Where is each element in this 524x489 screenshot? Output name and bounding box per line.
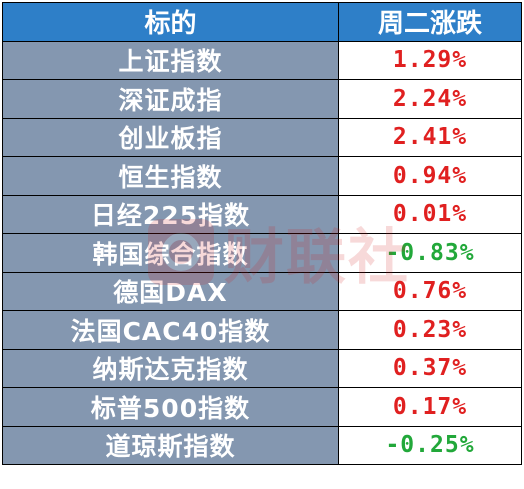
index-change: -0.83% — [338, 233, 522, 273]
index-change: 0.37% — [338, 348, 522, 388]
table-row: 道琼斯指数 -0.25% — [2, 425, 522, 465]
table-row: 标普500指数 0.17% — [2, 387, 522, 427]
index-name: 法国CAC40指数 — [2, 310, 339, 350]
index-name: 创业板指 — [2, 117, 339, 157]
index-name: 德国DAX — [2, 271, 339, 311]
index-name: 深证成指 — [2, 79, 339, 119]
index-name: 纳斯达克指数 — [2, 348, 339, 388]
index-name: 日经225指数 — [2, 194, 339, 234]
table-row: 创业板指 2.41% — [2, 117, 522, 157]
index-change: 0.23% — [338, 310, 522, 350]
index-change: -0.25% — [338, 425, 522, 465]
index-name: 韩国综合指数 — [2, 233, 339, 273]
index-name: 恒生指数 — [2, 156, 339, 196]
index-change: 2.24% — [338, 79, 522, 119]
table-row: 日经225指数 0.01% — [2, 194, 522, 234]
table-row: 德国DAX 0.76% — [2, 271, 522, 311]
index-change: 0.01% — [338, 194, 522, 234]
index-change: 0.94% — [338, 156, 522, 196]
index-change: 0.76% — [338, 271, 522, 311]
table-header-row: 标的 周二涨跌 — [2, 2, 522, 42]
index-name: 道琼斯指数 — [2, 425, 339, 465]
header-name-column: 标的 — [2, 2, 339, 42]
header-change-column: 周二涨跌 — [338, 2, 522, 42]
table-row: 法国CAC40指数 0.23% — [2, 310, 522, 350]
table-row: 纳斯达克指数 0.37% — [2, 348, 522, 388]
index-name: 标普500指数 — [2, 387, 339, 427]
index-name: 上证指数 — [2, 40, 339, 80]
table-row: 恒生指数 0.94% — [2, 156, 522, 196]
index-change: 0.17% — [338, 387, 522, 427]
index-change-table: 标的 周二涨跌 上证指数 1.29% 深证成指 2.24% 创业板指 2.41%… — [2, 2, 522, 465]
table-row: 深证成指 2.24% — [2, 79, 522, 119]
index-change: 2.41% — [338, 117, 522, 157]
table-row: 韩国综合指数 -0.83% — [2, 233, 522, 273]
index-change: 1.29% — [338, 40, 522, 80]
table-row: 上证指数 1.29% — [2, 40, 522, 80]
